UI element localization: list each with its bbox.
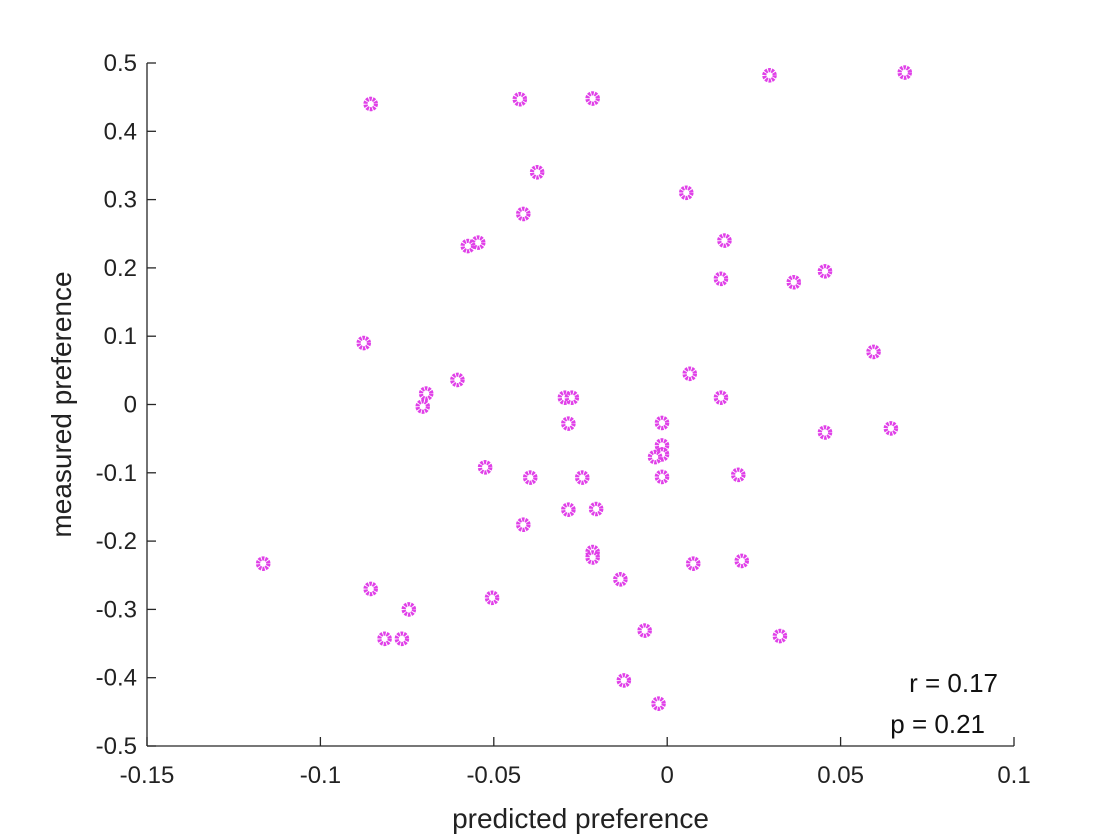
data-point [561,416,576,431]
x-tick-label: 0.1 [997,762,1030,789]
y-tick-label: -0.5 [96,733,137,760]
data-point [450,372,465,388]
data-point [817,264,833,279]
data-point [363,96,378,112]
y-tick-label: 0 [124,392,137,419]
data-point [585,91,600,106]
data-point [897,65,913,80]
p-value-annotation: p = 0.21 [890,709,985,739]
axes [146,63,1014,747]
x-ticks: -0.15 -0.1 -0.05 0 0.05 0.1 [120,737,1031,789]
data-point [255,556,271,571]
data-point [713,271,729,287]
data-point [356,335,372,351]
x-axis-label: predicted preference [452,803,709,834]
data-point [470,235,486,250]
data-point [647,449,663,465]
data-point [377,631,392,647]
data-point [734,553,750,569]
data-point [529,164,545,180]
data-point [460,238,476,254]
x-tick-label: 0 [661,762,674,789]
y-tick-label: 0.3 [104,187,137,214]
y-tick-label: -0.2 [96,528,137,555]
data-point [363,581,378,597]
x-tick-label: 0.05 [817,762,864,789]
data-point [477,460,493,475]
data-point [654,415,670,431]
x-tick-label: -0.15 [120,762,175,789]
data-point [817,425,833,440]
data-point [762,67,777,83]
data-point [685,556,701,571]
data-point [415,399,431,414]
y-axis-label: measured preference [46,271,77,537]
correlation-r-annotation: r = 0.17 [909,668,998,698]
data-point [730,467,746,483]
data-point [561,502,576,517]
y-tick-label: 0.4 [104,118,137,145]
data-point [564,390,580,405]
data-point [616,673,632,688]
data-point [682,366,698,382]
data-point [522,470,538,485]
data-point [401,602,417,617]
data-point [786,274,802,290]
data-point [713,390,729,405]
data-points [255,65,913,711]
data-point [585,550,600,565]
data-point [588,501,604,517]
data-point [678,185,694,201]
data-point [515,206,531,222]
y-tick-label: -0.1 [96,460,137,487]
y-ticks: -0.5 -0.4 -0.3 -0.2 -0.1 0 0.1 0.2 0.3 0.4 0.5 [96,50,156,760]
y-tick-label: 0.2 [104,255,137,282]
data-point [717,233,732,248]
data-point [512,91,528,107]
y-tick-label: -0.3 [96,596,137,623]
y-tick-label: 0.1 [104,323,137,350]
x-tick-label: -0.05 [466,762,521,789]
data-point [515,517,531,533]
data-point [484,590,500,606]
data-point [637,623,652,638]
data-point [613,572,628,587]
x-tick-label: -0.1 [300,762,341,789]
data-point [883,421,899,436]
y-tick-label: -0.4 [96,665,137,692]
y-tick-label: 0.5 [104,50,137,77]
data-point [418,386,434,401]
data-point [651,696,666,711]
data-point [574,470,590,485]
data-point [654,469,670,485]
data-point [394,631,410,647]
data-point [866,344,881,360]
data-point [772,628,788,644]
